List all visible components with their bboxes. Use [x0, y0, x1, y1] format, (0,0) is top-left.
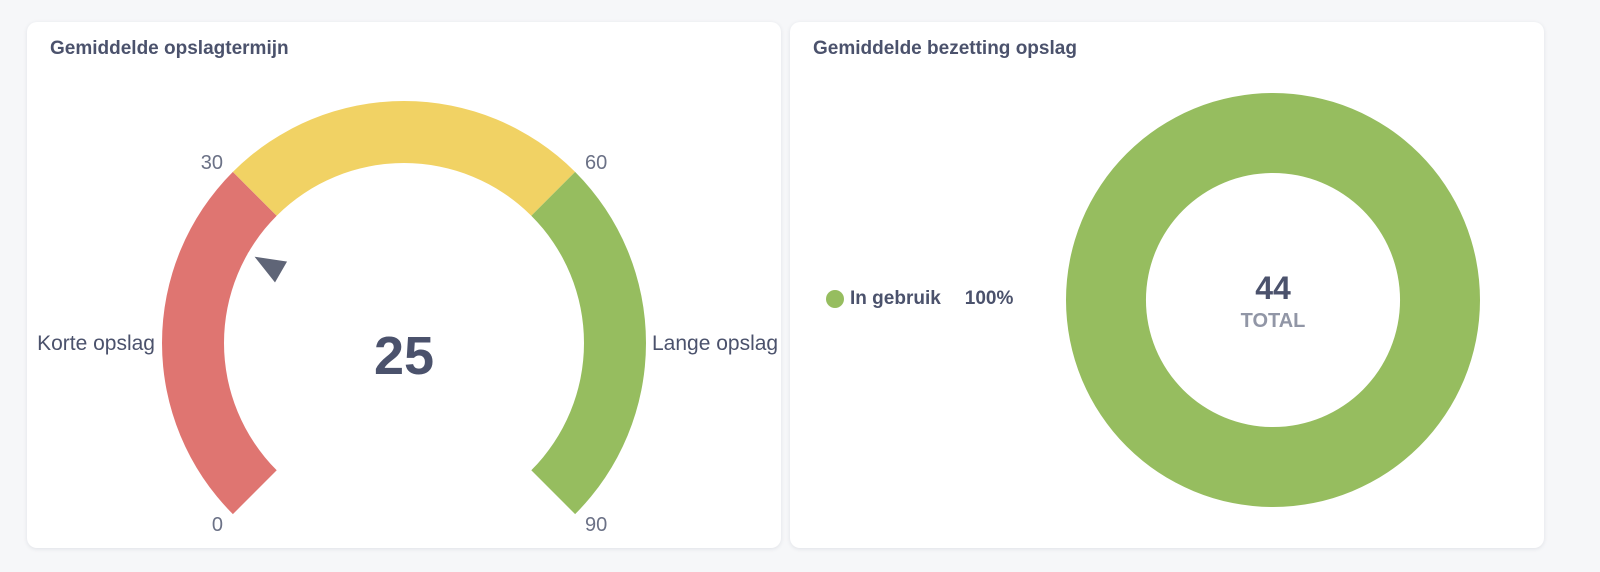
donut-total-label: TOTAL [1241, 310, 1306, 332]
gauge-tick-label: 0 [212, 514, 223, 536]
gauge-tick-label: 90 [585, 514, 607, 536]
gauge-segment-0 [162, 171, 277, 515]
donut-chart: 44 TOTAL [1066, 93, 1480, 507]
donut-card: Gemiddelde bezetting opslag In gebruik 1… [790, 22, 1544, 548]
donut-slice-0[interactable] [1066, 93, 1480, 507]
gauge-value: 25 [374, 326, 434, 386]
gauge-tick-label: 60 [585, 152, 607, 174]
gauge-label-short: Korte opslag [37, 332, 155, 355]
donut-total-value: 44 [1255, 270, 1291, 306]
legend-label: In gebruik [850, 288, 941, 309]
gauge-tick-label: 30 [201, 152, 223, 174]
donut-card-title: Gemiddelde bezetting opslag [813, 38, 1077, 59]
legend-percent: 100% [964, 288, 1014, 309]
gauge-segment-2 [531, 171, 646, 515]
gauge-needle-icon [247, 252, 293, 288]
gauge-card: Gemiddelde opslagtermijn 0 30 60 90 Korte op… [27, 22, 781, 548]
gauge-card-title: Gemiddelde opslagtermijn [50, 38, 289, 59]
gauge-segment-1 [232, 101, 576, 216]
donut-legend[interactable]: In gebruik 100% [826, 288, 1013, 310]
gauge-label-long: Lange opslag [652, 332, 778, 355]
legend-swatch [826, 290, 844, 308]
gauge-chart: 0 30 60 90 Korte opslag Lange opslag 25 [37, 101, 778, 536]
